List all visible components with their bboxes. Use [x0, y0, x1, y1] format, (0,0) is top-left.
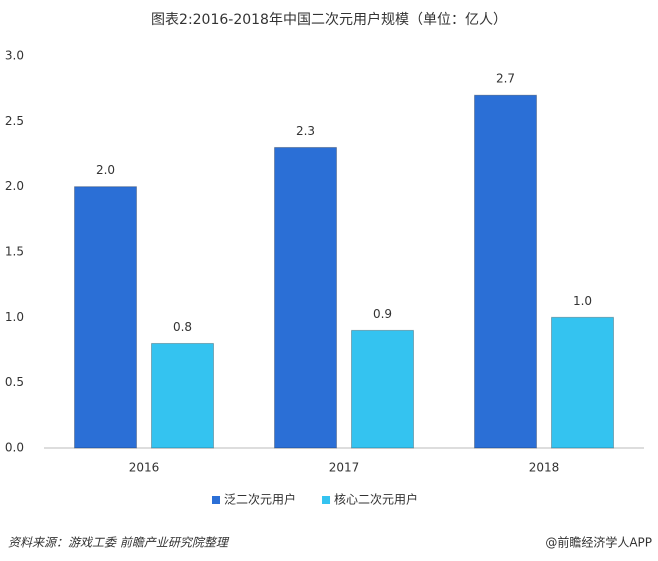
bar [551, 316, 614, 449]
legend-label: 核心二次元用户 [334, 492, 418, 507]
bar [151, 342, 214, 449]
y-tick-label: 0.5 [5, 375, 24, 389]
value-label: 0.8 [173, 320, 192, 334]
bar [274, 146, 337, 449]
bar [351, 329, 414, 449]
y-tick-label: 1.0 [5, 310, 24, 324]
source: 资料来源：游戏工委 前瞻产业研究院整理 [8, 536, 230, 550]
chart-title: 图表2:2016-2018年中国二次元用户规模（单位：亿人） [151, 11, 507, 28]
bar [74, 186, 137, 449]
y-tick-label: 1.5 [5, 245, 24, 259]
legend-swatch [212, 496, 220, 504]
value-label: 0.9 [373, 307, 392, 321]
value-label: 2.0 [96, 163, 115, 177]
y-tick-label: 2.0 [5, 179, 24, 193]
x-tick-label: 2018 [529, 461, 560, 475]
y-tick-label: 2.5 [5, 114, 24, 128]
legend-label: 泛二次元用户 [224, 492, 296, 507]
y-tick-label: 0.0 [5, 441, 24, 455]
value-label: 2.7 [496, 72, 515, 86]
x-tick-label: 2016 [129, 461, 160, 475]
legend-swatch [322, 496, 331, 504]
x-tick-label: 2017 [329, 461, 360, 475]
value-label: 2.3 [296, 124, 315, 138]
bar [474, 94, 537, 449]
y-tick-label: 3.0 [5, 49, 24, 63]
credit: @前瞻经济学人APP [545, 535, 652, 550]
value-label: 1.0 [573, 294, 592, 308]
